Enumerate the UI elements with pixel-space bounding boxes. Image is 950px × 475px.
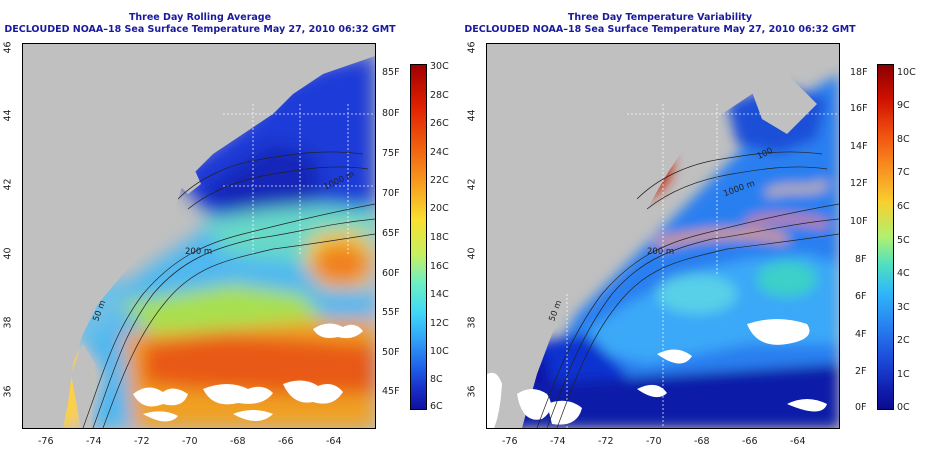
left-colorbar [410, 64, 427, 410]
cbar-c-label: 18C [430, 232, 449, 243]
cbar-c-label: 22C [430, 175, 449, 186]
cbar-c-label: 20C [430, 203, 449, 214]
cbar-f-label: 45F [382, 386, 400, 397]
cbar-f-label: 10F [850, 216, 868, 227]
cbar-c-label: 8C [430, 374, 443, 385]
right-colorbar [877, 64, 894, 410]
cbar-f-label: 6F [855, 291, 867, 302]
cbar-c-label: 12C [430, 318, 449, 329]
cbar-f-label: 75F [382, 148, 400, 159]
y-tick: 42 [466, 178, 478, 191]
x-tick: -66 [742, 436, 758, 447]
x-tick: -72 [598, 436, 614, 447]
x-tick: -68 [230, 436, 246, 447]
x-tick: -70 [182, 436, 198, 447]
cbar-f-label: 2F [855, 366, 867, 377]
cbar-c-label: 8C [897, 134, 910, 145]
cbar-f-label: 55F [382, 307, 400, 318]
right-panel-title: Three Day Temperature Variability [567, 12, 753, 23]
cbar-c-label: 4C [897, 268, 910, 279]
x-tick: -64 [790, 436, 806, 447]
x-tick: -64 [326, 436, 342, 447]
cbar-f-label: 8F [855, 254, 867, 265]
cbar-c-label: 16C [430, 261, 449, 272]
cbar-f-label: 18F [850, 67, 868, 78]
cbar-f-label: 60F [382, 268, 400, 279]
cbar-f-label: 4F [855, 329, 867, 340]
x-tick: -74 [550, 436, 566, 447]
cbar-c-label: 6C [430, 401, 443, 412]
land-nova-scotia [749, 74, 817, 134]
cbar-c-label: 1C [897, 369, 910, 380]
y-tick: 40 [2, 247, 14, 260]
y-tick: 36 [2, 385, 14, 398]
cbar-c-label: 6C [897, 201, 910, 212]
x-tick: -70 [646, 436, 662, 447]
left-contour-200: 200 m [185, 247, 213, 257]
cbar-c-label: 28C [430, 90, 449, 101]
cbar-c-label: 10C [430, 346, 449, 357]
cbar-f-label: 70F [382, 188, 400, 199]
cbar-f-label: 65F [382, 228, 400, 239]
x-tick: -76 [38, 436, 54, 447]
cbar-c-label: 9C [897, 100, 910, 111]
left-sst-map: 200 m 50 m 1000 m [22, 43, 376, 429]
cbar-f-label: 50F [382, 347, 400, 358]
cbar-f-label: 85F [382, 67, 400, 78]
cbar-c-label: 2C [897, 335, 910, 346]
y-tick: 38 [466, 316, 478, 329]
cbar-f-label: 14F [850, 141, 868, 152]
x-tick: -72 [134, 436, 150, 447]
cbar-c-label: 26C [430, 118, 449, 129]
right-contour-200: 200 m [647, 247, 675, 257]
cbar-c-label: 5C [897, 235, 910, 246]
cbar-c-label: 10C [897, 67, 916, 78]
y-tick: 44 [466, 109, 478, 122]
right-panel-subtitle: DECLOUDED NOAA–18 Sea Surface Temperatur… [464, 24, 856, 35]
left-panel-subtitle: DECLOUDED NOAA–18 Sea Surface Temperatur… [4, 24, 396, 35]
cbar-c-label: 7C [897, 167, 910, 178]
y-tick: 36 [466, 385, 478, 398]
y-tick: 46 [2, 41, 14, 54]
cbar-f-label: 12F [850, 178, 868, 189]
cbar-f-label: 0F [855, 402, 867, 413]
y-tick: 40 [466, 247, 478, 260]
cbar-c-label: 3C [897, 302, 910, 313]
cbar-c-label: 0C [897, 402, 910, 413]
x-tick: -76 [502, 436, 518, 447]
y-tick: 44 [2, 109, 14, 122]
cbar-c-label: 24C [430, 147, 449, 158]
x-tick: -66 [278, 436, 294, 447]
y-tick: 38 [2, 316, 14, 329]
cloud-patches [487, 319, 827, 428]
x-tick: -68 [694, 436, 710, 447]
cbar-f-label: 16F [850, 103, 868, 114]
y-tick: 42 [2, 178, 14, 191]
y-tick: 46 [466, 41, 478, 54]
cbar-c-label: 14C [430, 289, 449, 300]
land-mass [23, 44, 375, 428]
cloud-patches [133, 323, 363, 422]
cbar-c-label: 30C [430, 61, 449, 72]
x-tick: -74 [86, 436, 102, 447]
land-cape-cod [173, 166, 201, 194]
right-variability-map: 200 m 50 m 1000 m 100 [486, 43, 840, 429]
cbar-f-label: 80F [382, 108, 400, 119]
left-panel-title: Three Day Rolling Average [128, 12, 272, 23]
land-mass [487, 44, 839, 428]
